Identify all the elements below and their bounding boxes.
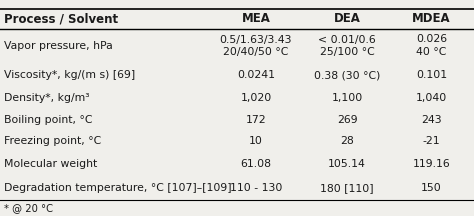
Text: 172: 172 <box>246 115 266 125</box>
Text: 119.16: 119.16 <box>412 159 450 169</box>
Text: Molecular weight: Molecular weight <box>4 159 97 169</box>
Text: 0.0241: 0.0241 <box>237 70 275 80</box>
Text: Density*, kg/m³: Density*, kg/m³ <box>4 93 89 103</box>
Text: 10: 10 <box>249 137 263 146</box>
Text: 105.14: 105.14 <box>328 159 366 169</box>
Text: Freezing point, °C: Freezing point, °C <box>4 137 101 146</box>
Text: 0.38 (30 °C): 0.38 (30 °C) <box>314 70 381 80</box>
Text: Boiling point, °C: Boiling point, °C <box>4 115 92 125</box>
Text: 269: 269 <box>337 115 357 125</box>
Text: 1,020: 1,020 <box>240 93 272 103</box>
Text: 243: 243 <box>421 115 442 125</box>
Text: 180 [110]: 180 [110] <box>320 183 374 193</box>
Text: < 0.01/0.6
25/100 °C: < 0.01/0.6 25/100 °C <box>319 35 376 57</box>
Text: Viscosity*, kg/(m s) [69]: Viscosity*, kg/(m s) [69] <box>4 70 135 80</box>
Text: 28: 28 <box>340 137 354 146</box>
Text: 0.026
40 °C: 0.026 40 °C <box>416 35 447 57</box>
Text: * @ 20 °C: * @ 20 °C <box>4 203 53 213</box>
Text: 150: 150 <box>421 183 442 193</box>
Text: MDEA: MDEA <box>412 12 451 25</box>
Text: MEA: MEA <box>242 12 270 25</box>
Text: Degradation temperature, °C [107]–[109]: Degradation temperature, °C [107]–[109] <box>4 183 231 193</box>
Text: 0.5/1.63/3.43
20/40/50 °C: 0.5/1.63/3.43 20/40/50 °C <box>220 35 292 57</box>
Text: 0.101: 0.101 <box>416 70 447 80</box>
Text: Vapor pressure, hPa: Vapor pressure, hPa <box>4 41 112 51</box>
Text: Process / Solvent: Process / Solvent <box>4 12 118 25</box>
Text: 1,040: 1,040 <box>416 93 447 103</box>
Text: 1,100: 1,100 <box>332 93 363 103</box>
Text: 110 - 130: 110 - 130 <box>230 183 282 193</box>
Text: DEA: DEA <box>334 12 361 25</box>
Text: -21: -21 <box>422 137 440 146</box>
Text: 61.08: 61.08 <box>240 159 272 169</box>
